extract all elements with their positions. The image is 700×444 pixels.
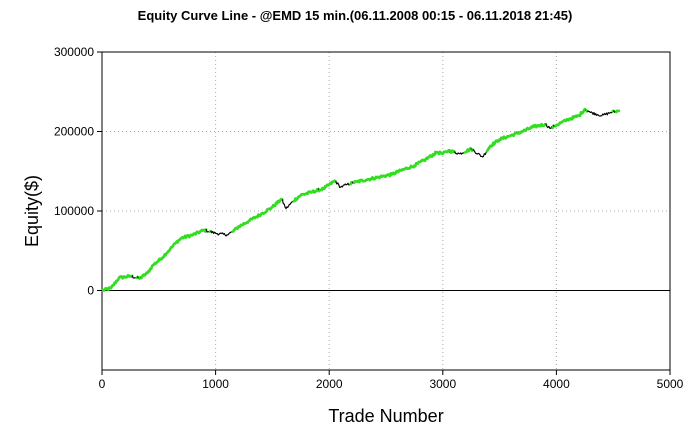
y-tick-label: 0 (87, 284, 94, 298)
x-tick-label: 2000 (316, 377, 343, 391)
grid-layer (102, 52, 670, 370)
x-tick-label: 1000 (202, 377, 229, 391)
x-tick-label: 5000 (657, 377, 684, 391)
y-axis-label: Equity($) (22, 175, 42, 247)
x-tick-label: 0 (99, 377, 106, 391)
x-tick-label: 3000 (429, 377, 456, 391)
axis-layer: 0 1000 2000 3000 4000 5000 0 100000 200000 300000 (54, 45, 684, 391)
y-tick-label: 100000 (54, 204, 94, 218)
x-tick-label: 4000 (543, 377, 570, 391)
equity-drawdown-segment (281, 199, 284, 205)
x-axis-label: Trade Number (328, 406, 443, 426)
chart-title: Equity Curve Line - @EMD 15 min.(06.11.2… (138, 8, 573, 23)
series-layer (100, 107, 621, 292)
y-tick-label: 300000 (54, 45, 94, 59)
y-tick-label: 200000 (54, 125, 94, 139)
